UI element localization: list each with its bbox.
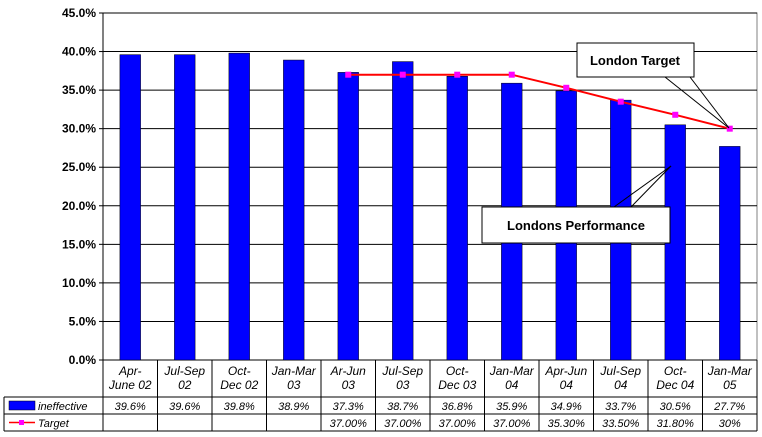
bar	[719, 146, 741, 361]
bar	[119, 54, 141, 361]
bar	[174, 54, 196, 361]
bar	[337, 72, 359, 361]
y-tick-label: 20.0%	[62, 199, 96, 213]
data-label-target: 35.30%	[548, 418, 586, 430]
data-label-target: 31.80%	[657, 418, 695, 430]
data-label-ineffective: 39.6%	[169, 401, 200, 413]
x-category-label: 03	[396, 378, 410, 392]
x-category-label: Jul-Sep	[163, 364, 205, 378]
data-label-target: 37.00%	[439, 418, 477, 430]
data-label-target: 30%	[719, 418, 741, 430]
y-tick-label: 25.0%	[62, 160, 96, 174]
y-tick-label: 10.0%	[62, 276, 96, 290]
data-label-ineffective: 30.5%	[660, 401, 691, 413]
x-category-label: June 02	[108, 378, 152, 392]
callout-pointer	[664, 76, 730, 129]
callout-box-londons-performance	[481, 206, 671, 244]
y-tick-label: 45.0%	[62, 6, 96, 20]
data-label-target: 33.50%	[602, 418, 640, 430]
x-category-label: 02	[178, 378, 192, 392]
data-label-ineffective: 38.9%	[278, 401, 309, 413]
data-label-ineffective: 27.7%	[713, 401, 745, 413]
legend-key-target-marker	[19, 420, 24, 425]
data-label-ineffective: 37.3%	[333, 401, 364, 413]
x-category-label: 04	[614, 378, 628, 392]
x-category-label: 03	[287, 378, 301, 392]
data-label-ineffective: 38.7%	[387, 401, 418, 413]
data-label-target: 37.00%	[384, 418, 422, 430]
x-category-label: 04	[505, 378, 519, 392]
target-marker	[617, 98, 624, 105]
x-category-label: 05	[723, 378, 737, 392]
callout-pointer	[630, 165, 672, 208]
y-tick-label: 15.0%	[62, 237, 96, 251]
bar	[392, 61, 414, 361]
target-marker	[726, 125, 733, 132]
y-tick-label: 0.0%	[69, 353, 97, 367]
x-category-label: Ar-Jun	[330, 364, 366, 378]
y-axis: 0.0% 5.0% 10.0% 15.0% 20.0% 25.0% 30.0% 35.0% 40…	[62, 6, 757, 367]
y-tick-label: 30.0%	[62, 122, 96, 136]
data-label-ineffective: 39.8%	[224, 401, 255, 413]
callouts: London Target Londons Performance	[481, 42, 730, 244]
target-marker	[399, 71, 406, 78]
target-marker	[508, 71, 515, 78]
legend-label-ineffective: ineffective	[38, 401, 88, 413]
legend-key-ineffective	[8, 400, 36, 411]
x-category-label: Jan-Mar	[271, 364, 317, 378]
target-marker	[345, 71, 352, 78]
x-category-label: Dec 02	[220, 378, 258, 392]
callout-box-london-target	[576, 42, 695, 78]
x-category-label: Dec 04	[656, 378, 694, 392]
target-marker	[672, 111, 679, 118]
callout-label-londons-performance: Londons Performance	[507, 218, 645, 233]
x-category-label: Jul-Sep	[381, 364, 423, 378]
legend-label-target: Target	[38, 418, 70, 430]
x-category-label: Apr-	[118, 364, 141, 378]
x-category-label: Jan-Mar	[489, 364, 535, 378]
target-line	[345, 71, 733, 132]
callout-label-london-target: London Target	[590, 53, 681, 68]
target-line-path	[348, 73, 730, 130]
callout-pointer	[689, 76, 730, 129]
x-category-label: Jul-Sep	[599, 364, 641, 378]
target-marker	[454, 71, 461, 78]
x-category-label: Jan-Mar	[707, 364, 753, 378]
x-category-label: Oct-	[664, 364, 687, 378]
data-label-ineffective: 35.9%	[496, 401, 527, 413]
bar	[228, 52, 250, 361]
data-label-ineffective: 34.9%	[551, 401, 582, 413]
data-label-ineffective: 36.8%	[442, 401, 473, 413]
x-category-label: Oct-	[228, 364, 251, 378]
x-category-label: Oct-	[446, 364, 469, 378]
y-tick-label: 35.0%	[62, 83, 96, 97]
data-label-ineffective: 33.7%	[605, 401, 636, 413]
x-category-label: 04	[560, 378, 574, 392]
y-tick-label: 40.0%	[62, 45, 96, 59]
target-marker	[563, 84, 570, 91]
callout-pointer	[613, 165, 672, 208]
x-category-label: Apr-Jun	[544, 364, 587, 378]
data-label-ineffective: 39.6%	[115, 401, 146, 413]
x-category-label: Dec 03	[438, 378, 476, 392]
data-label-target: 37.00%	[330, 418, 368, 430]
bar	[283, 59, 305, 361]
x-category-label: 03	[342, 378, 356, 392]
data-label-target: 37.00%	[493, 418, 531, 430]
y-tick-label: 5.0%	[69, 314, 97, 328]
bar	[446, 75, 468, 361]
